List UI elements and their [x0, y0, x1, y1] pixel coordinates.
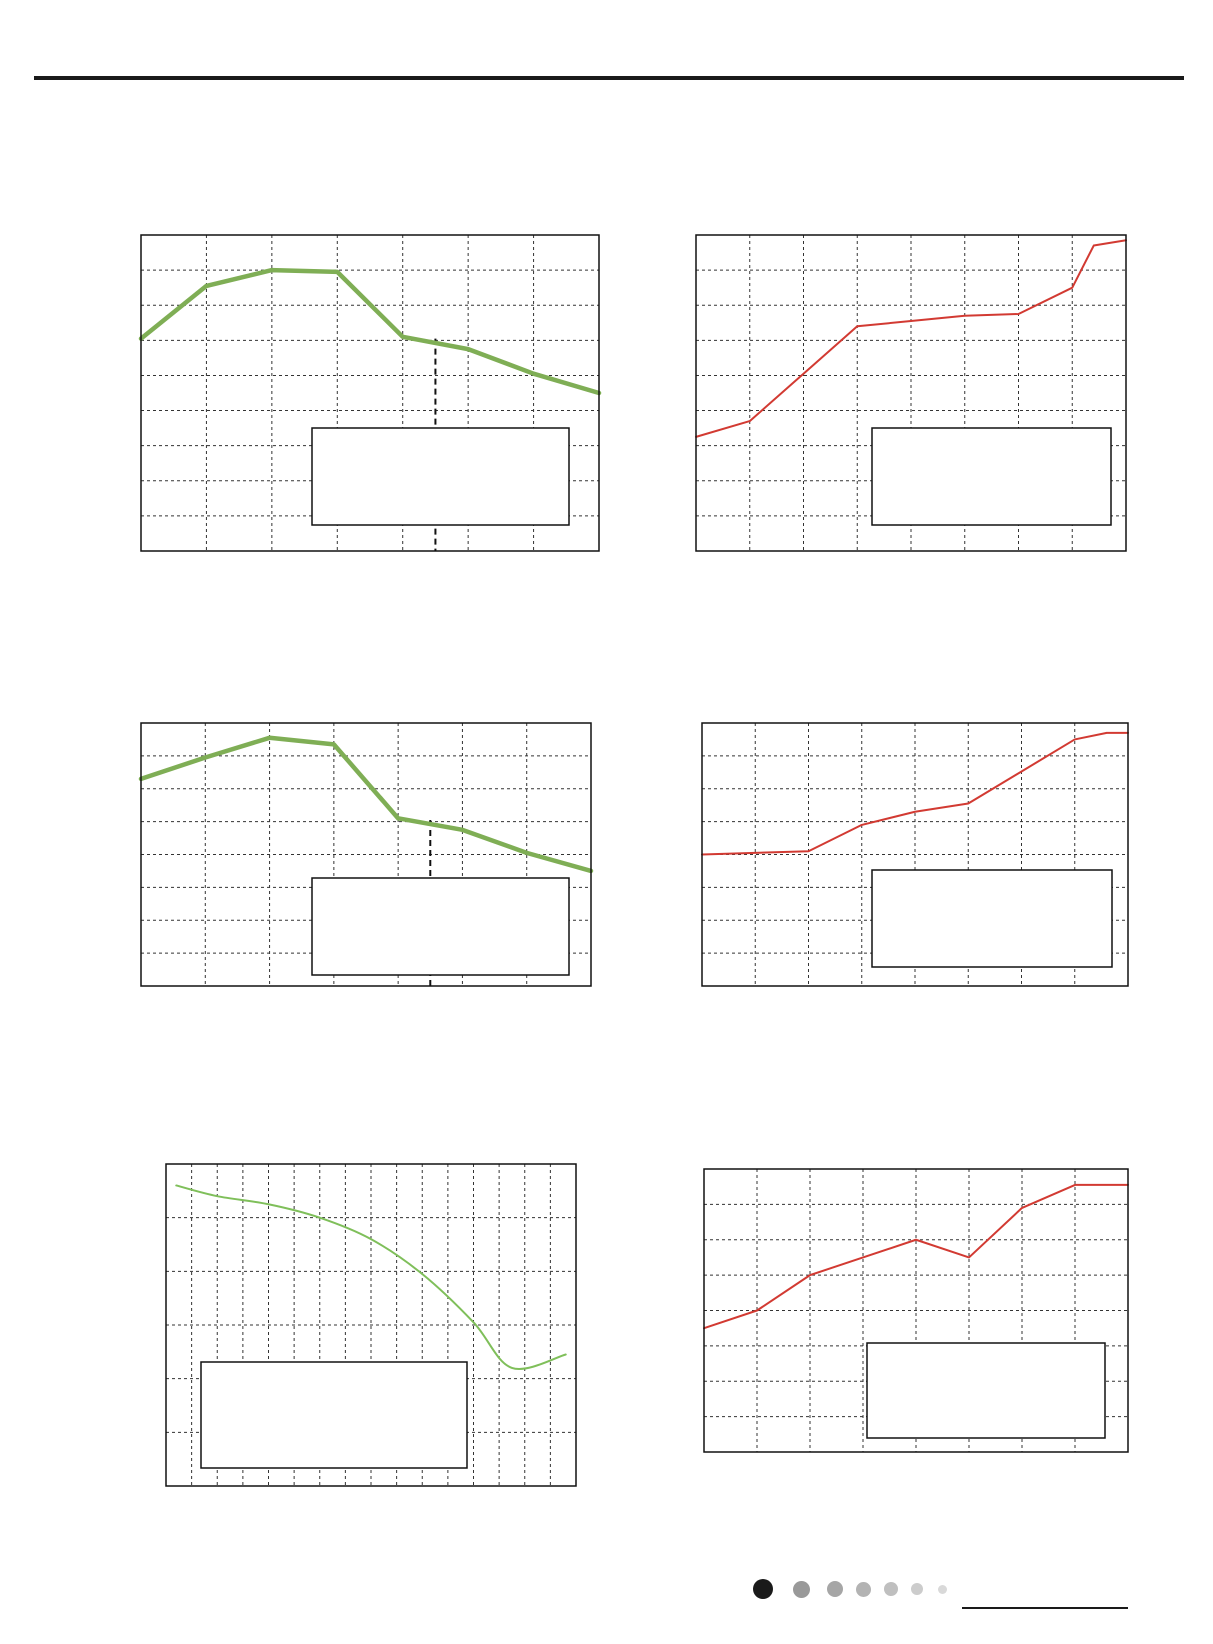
- plot-frame: [695, 234, 1127, 552]
- series-line-0: [695, 239, 1127, 438]
- legend-box: [871, 869, 1113, 968]
- legend-box: [200, 1361, 468, 1469]
- legend-box: [871, 427, 1112, 526]
- series-line-0: [138, 267, 602, 396]
- legend-box: [866, 1342, 1106, 1439]
- footer-rule: [962, 1607, 1128, 1609]
- plot-frame: [140, 234, 600, 552]
- plot-frame: [703, 1168, 1129, 1453]
- plot-frame: [140, 722, 592, 987]
- gridlines: [696, 235, 1126, 551]
- legend-box: [311, 427, 570, 526]
- series-line-0: [701, 731, 1129, 856]
- legend-box: [311, 877, 570, 976]
- header-rule: [34, 76, 1184, 80]
- series-line-0: [703, 1183, 1129, 1330]
- plot-frame: [165, 1163, 577, 1487]
- series-line-0: [138, 735, 594, 874]
- plot-frame: [701, 722, 1129, 987]
- series-line-0: [175, 1184, 567, 1370]
